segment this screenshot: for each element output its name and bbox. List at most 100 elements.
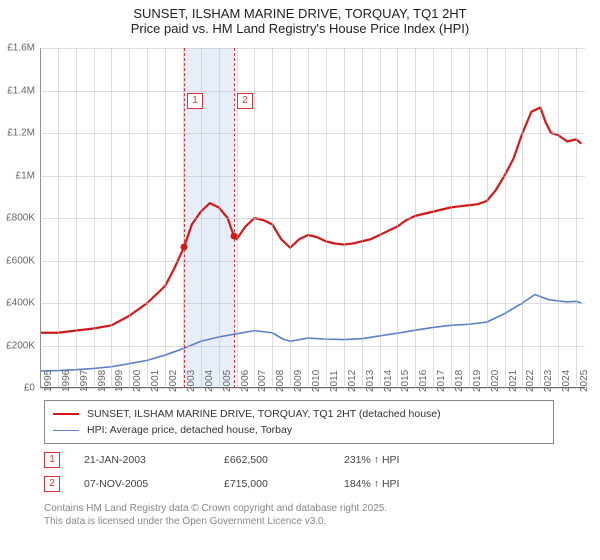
x-tick-label: 2017	[436, 370, 447, 392]
gridline-v	[344, 48, 345, 388]
x-tick-label: 1996	[61, 370, 72, 392]
gridline-v	[433, 48, 434, 388]
gridline-v	[147, 48, 148, 388]
footnote-line-2: This data is licensed under the Open Gov…	[44, 515, 554, 528]
x-tick-label: 2006	[240, 370, 251, 392]
marker-dot-2	[230, 233, 237, 240]
x-tick-label: 2014	[383, 370, 394, 392]
gridline-h	[40, 261, 585, 262]
gridline-h	[40, 303, 585, 304]
gridline-v	[254, 48, 255, 388]
y-tick-label: £1.2M	[1, 128, 35, 139]
y-tick-label: £1.6M	[1, 43, 35, 54]
x-tick-label: 2019	[472, 370, 483, 392]
marker-row-2: 207-NOV-2005£715,000184% ↑ HPI	[44, 472, 554, 496]
gridline-v	[94, 48, 95, 388]
x-tick-label: 1997	[79, 370, 90, 392]
gridline-h	[40, 346, 585, 347]
marker-row-hpi: 184% ↑ HPI	[344, 478, 464, 490]
gridline-v	[165, 48, 166, 388]
gridline-v	[469, 48, 470, 388]
gridline-v	[129, 48, 130, 388]
gridline-v	[290, 48, 291, 388]
chart-area: £0£200K£400K£600K£800K£1M£1.2M£1.4M£1.6M…	[40, 48, 585, 388]
marker-row-price: £662,500	[224, 454, 344, 466]
marker-row-box: 1	[44, 452, 60, 468]
marker-dot-1	[181, 244, 188, 251]
gridline-v	[397, 48, 398, 388]
gridline-v	[326, 48, 327, 388]
x-tick-label: 2008	[275, 370, 286, 392]
x-tick-label: 1999	[114, 370, 125, 392]
x-tick-label: 2022	[525, 370, 536, 392]
x-tick-label: 2000	[132, 370, 143, 392]
y-tick-label: £400K	[1, 298, 35, 309]
gridline-v	[58, 48, 59, 388]
gridline-v	[362, 48, 363, 388]
x-tick-label: 2007	[257, 370, 268, 392]
marker-box-2: 2	[237, 93, 253, 109]
x-tick-label: 2016	[418, 370, 429, 392]
gridline-h	[40, 218, 585, 219]
marker-line-2	[234, 48, 235, 388]
y-tick-label: £200K	[1, 340, 35, 351]
x-tick-label: 2013	[365, 370, 376, 392]
gridline-v	[576, 48, 577, 388]
marker-box-1: 1	[187, 93, 203, 109]
legend-swatch-price-paid	[53, 413, 79, 415]
gridline-v	[487, 48, 488, 388]
legend-swatch-hpi	[53, 430, 79, 431]
x-tick-label: 2010	[311, 370, 322, 392]
title-line-1: SUNSET, ILSHAM MARINE DRIVE, TORQUAY, TQ…	[0, 6, 600, 21]
y-tick-label: £800K	[1, 213, 35, 224]
y-tick-label: £1M	[1, 170, 35, 181]
legend-row-hpi: HPI: Average price, detached house, Torb…	[53, 422, 545, 438]
gridline-v	[558, 48, 559, 388]
marker-row-hpi: 231% ↑ HPI	[344, 454, 464, 466]
gridline-v	[451, 48, 452, 388]
gridline-h	[40, 91, 585, 92]
x-tick-label: 2015	[400, 370, 411, 392]
gridline-v	[76, 48, 77, 388]
gridline-h	[40, 48, 585, 49]
marker-row-price: £715,000	[224, 478, 344, 490]
x-tick-label: 2020	[490, 370, 501, 392]
legend-row-price-paid: SUNSET, ILSHAM MARINE DRIVE, TORQUAY, TQ…	[53, 406, 545, 422]
gridline-v	[415, 48, 416, 388]
y-tick-label: £600K	[1, 255, 35, 266]
gridline-v	[380, 48, 381, 388]
x-tick-label: 2023	[543, 370, 554, 392]
gridline-v	[505, 48, 506, 388]
gridline-v	[40, 48, 41, 388]
chart-title-block: SUNSET, ILSHAM MARINE DRIVE, TORQUAY, TQ…	[0, 0, 600, 36]
x-tick-label: 2024	[561, 370, 572, 392]
gridline-v	[522, 48, 523, 388]
x-tick-label: 2004	[204, 370, 215, 392]
x-tick-label: 2021	[508, 370, 519, 392]
series-hpi	[40, 295, 581, 372]
x-tick-label: 2012	[347, 370, 358, 392]
gridline-v	[111, 48, 112, 388]
x-tick-label: 2025	[579, 370, 590, 392]
y-tick-label: £1.4M	[1, 85, 35, 96]
gridline-v	[308, 48, 309, 388]
legend-label-price-paid: SUNSET, ILSHAM MARINE DRIVE, TORQUAY, TQ…	[87, 408, 441, 420]
footer-block: 1 21-JAN-2003£662,500231% ↑ HPI 207-NOV-20…	[44, 448, 554, 528]
marker-row-date: 21-JAN-2003	[84, 454, 224, 466]
x-tick-label: 1995	[43, 370, 54, 392]
footnote-line-1: Contains HM Land Registry data © Crown c…	[44, 502, 554, 515]
y-tick-label: £0	[1, 383, 35, 394]
x-tick-label: 2005	[222, 370, 233, 392]
plot-area: £0£200K£400K£600K£800K£1M£1.2M£1.4M£1.6M…	[40, 48, 585, 388]
legend-box: SUNSET, ILSHAM MARINE DRIVE, TORQUAY, TQ…	[44, 400, 554, 444]
gridline-v	[540, 48, 541, 388]
marker-row-1: 1 21-JAN-2003£662,500231% ↑ HPI	[44, 448, 554, 472]
gridline-h	[40, 176, 585, 177]
title-line-2: Price paid vs. HM Land Registry's House …	[0, 21, 600, 36]
marker-line-1	[184, 48, 185, 388]
marker-row-date: 07-NOV-2005	[84, 478, 224, 490]
x-tick-label: 2018	[454, 370, 465, 392]
x-tick-label: 2009	[293, 370, 304, 392]
series-price_paid	[40, 108, 581, 333]
marker-rows: 1 21-JAN-2003£662,500231% ↑ HPI 207-NOV-20…	[44, 448, 554, 496]
